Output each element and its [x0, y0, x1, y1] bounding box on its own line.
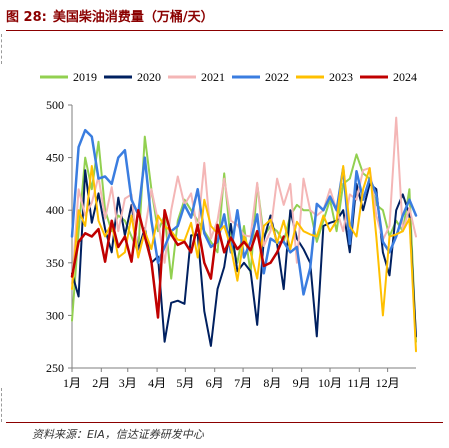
figure-footer: 资料来源：EIA，信达证券研发中心 — [6, 422, 443, 443]
legend-label-2019: 2019 — [73, 70, 97, 84]
x-tick-label: 10月 — [318, 376, 342, 390]
margin-marker-bottom — [1, 388, 2, 422]
x-tick-label: 11月 — [348, 376, 372, 390]
series-line-2022 — [70, 128, 418, 296]
source-note: 资料来源：EIA，信达证券研发中心 — [32, 428, 204, 441]
chart-legend: 2019 2020 2021 2022 2023 2024 — [40, 70, 417, 84]
x-tick-label: 4月 — [148, 376, 166, 390]
series-line-2024 — [70, 208, 285, 319]
x-tick-label: 8月 — [263, 376, 281, 390]
series-line-2021 — [71, 116, 417, 285]
x-tick-label: 6月 — [206, 376, 224, 390]
legend-label-2024: 2024 — [393, 70, 417, 84]
y-tick-label: 450 — [46, 151, 64, 165]
y-tick-label: 400 — [46, 203, 64, 217]
y-tick-label: 350 — [46, 256, 64, 270]
y-tick-label: 250 — [46, 361, 64, 375]
y-tick-label: 300 — [46, 308, 64, 322]
legend-label-2022: 2022 — [265, 70, 289, 84]
x-tick-label: 1月 — [63, 376, 81, 390]
figure-title: 图 28: 美国柴油消费量（万桶/天） — [6, 6, 443, 31]
series-layer — [70, 116, 418, 353]
x-tick-label: 5月 — [176, 376, 194, 390]
x-tick-label: 9月 — [293, 376, 311, 390]
x-tick-label: 12月 — [376, 376, 400, 390]
legend-label-2021: 2021 — [201, 70, 225, 84]
x-tick-label: 3月 — [119, 376, 137, 390]
y-axis: 250 300 350 400 450 500 — [46, 98, 73, 375]
margin-marker-top — [1, 34, 2, 64]
legend-label-2023: 2023 — [329, 70, 353, 84]
x-axis: 1月 2月 3月 4月 5月 6月 7月 8月 9月 10月 11月 12月 — [63, 367, 416, 390]
series-line-2023 — [71, 165, 417, 353]
y-tick-label: 500 — [46, 98, 64, 112]
x-tick-label: 2月 — [92, 376, 110, 390]
legend-label-2020: 2020 — [137, 70, 161, 84]
x-tick-label: 7月 — [234, 376, 252, 390]
figure-title-text: 美国柴油消费量（万桶/天） — [52, 10, 214, 25]
figure-number: 图 28: — [6, 10, 47, 25]
